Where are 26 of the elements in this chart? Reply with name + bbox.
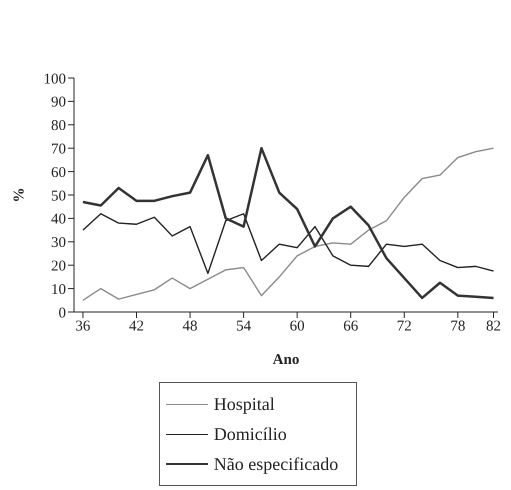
y-tick-label: 40 bbox=[51, 212, 66, 228]
y-tick-label: 50 bbox=[51, 188, 66, 204]
x-tick-label: 42 bbox=[128, 318, 144, 335]
line-series bbox=[82, 213, 494, 274]
y-tick-label: 70 bbox=[51, 142, 66, 158]
x-tick-label: 78 bbox=[450, 318, 466, 335]
y-tick-label: 60 bbox=[51, 164, 66, 181]
y-tick-label: 0 bbox=[58, 305, 66, 322]
x-tick-label: 48 bbox=[182, 318, 198, 335]
y-tick-label: 100 bbox=[44, 71, 66, 88]
y-tick-label: 30 bbox=[51, 235, 66, 252]
x-tick-label: 54 bbox=[236, 318, 252, 335]
y-tick-label: 90 bbox=[51, 94, 66, 111]
legend-label: Domicílio bbox=[214, 424, 287, 444]
x-axis-title: Ano bbox=[272, 352, 300, 368]
y-tick-label: 80 bbox=[51, 118, 66, 134]
y-tick-label: 10 bbox=[51, 282, 66, 298]
y-tick-label: 20 bbox=[51, 258, 66, 275]
legend-label: Não especificado bbox=[214, 454, 338, 474]
x-tick-label: 72 bbox=[396, 318, 412, 335]
x-tick-label: 66 bbox=[343, 318, 359, 335]
legend-label: Hospital bbox=[214, 394, 275, 414]
y-axis-title: % bbox=[11, 188, 28, 202]
x-tick-label: 36 bbox=[75, 318, 91, 335]
x-tick-label: 60 bbox=[290, 318, 305, 335]
x-tick-label: 82 bbox=[486, 318, 502, 335]
